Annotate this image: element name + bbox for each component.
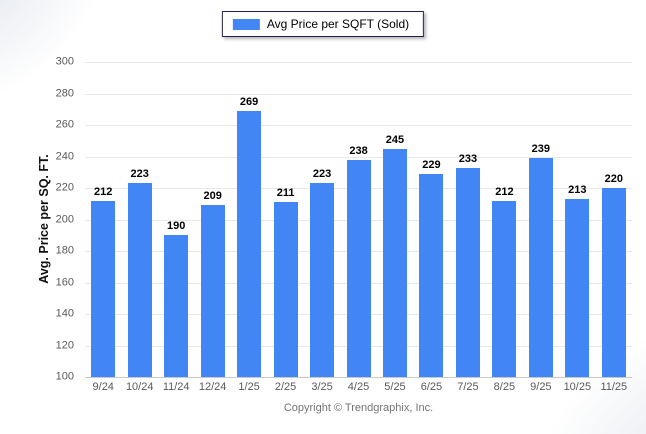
x-tick-label: 6/25 [420, 381, 443, 393]
bar-slot: 223 [304, 169, 340, 377]
bar-value-label: 233 [458, 152, 478, 165]
bar-value-label: 220 [604, 173, 623, 185]
y-tick-label: 100 [55, 370, 74, 383]
legend-swatch [232, 18, 260, 30]
bar-value-label: 223 [130, 168, 149, 181]
bar-value-label: 212 [94, 185, 113, 198]
y-tick-label: 300 [55, 55, 74, 68]
bar [273, 202, 298, 377]
bar-slot: 245 [377, 133, 413, 377]
legend: Avg Price per SQFT (Sold) [221, 11, 425, 37]
bar-value-label: 211 [276, 187, 295, 200]
x-tick-label: 4/25 [347, 381, 370, 393]
bar [455, 167, 480, 377]
x-tick-label: 3/25 [311, 381, 333, 393]
bar-value-label: 229 [422, 158, 441, 171]
bar-slot: 233 [450, 152, 486, 377]
bar [346, 159, 371, 377]
y-axis-ticks: 300 280 260 240 220 200 180 160 140 120 100 [0, 56, 78, 382]
bar-value-label: 239 [531, 143, 551, 156]
bar [565, 199, 590, 377]
bar-slot: 269 [231, 95, 267, 377]
bar [528, 158, 553, 377]
bar [164, 235, 189, 377]
x-tick-label: 7/25 [457, 381, 479, 393]
bar [601, 188, 626, 377]
x-tick-label: 11/24 [162, 381, 190, 393]
gridline [85, 125, 632, 126]
bar-value-label: 223 [312, 168, 332, 181]
bar [237, 110, 262, 377]
copyright-text: Copyright © Trendgraphix, Inc. [283, 402, 434, 414]
x-tick-label: 1/25 [238, 381, 260, 393]
bar-slot: 238 [340, 144, 376, 377]
bar [127, 183, 152, 377]
bar-value-label: 190 [166, 220, 186, 233]
x-tick-label: 10/24 [125, 381, 154, 393]
gridline [85, 62, 632, 63]
y-tick-label: 120 [55, 339, 74, 351]
y-tick-label: 160 [55, 276, 74, 288]
bar-slot: 213 [559, 185, 595, 377]
bar-slot: 212 [486, 185, 522, 377]
bar-slot: 190 [158, 221, 194, 377]
bar-value-label: 213 [568, 184, 587, 197]
x-tick-label: 2/25 [274, 381, 297, 393]
plot-area: 212 223 190 209 269 211 223 238 245 229 233 212 239 2… [85, 62, 632, 378]
bar-value-label: 212 [495, 185, 514, 198]
bar-slot: 211 [267, 188, 303, 377]
bar-slot: 212 [85, 185, 121, 377]
bars: 212 223 190 209 269 211 223 238 245 229 233 212 239 2… [85, 62, 632, 377]
bar [419, 173, 444, 377]
x-tick-label: 10/25 [563, 381, 592, 393]
bar-slot: 223 [121, 169, 157, 377]
bar [492, 200, 517, 377]
bar-value-label: 238 [349, 144, 368, 157]
gridline [85, 93, 632, 95]
y-tick-label: 180 [55, 244, 74, 257]
y-tick-label: 260 [55, 118, 74, 131]
y-tick-label: 280 [55, 87, 74, 99]
bar [310, 183, 335, 377]
x-tick-label: 8/25 [493, 381, 516, 393]
x-tick-label: 9/25 [530, 381, 552, 393]
bar-slot: 239 [523, 144, 559, 377]
bar-slot: 229 [413, 158, 449, 377]
y-tick-label: 220 [55, 181, 74, 194]
x-tick-label: 12/24 [198, 381, 227, 393]
bar-value-label: 269 [239, 95, 259, 108]
y-tick-label: 240 [55, 150, 74, 162]
bar [200, 205, 225, 377]
x-tick-label: 5/25 [384, 381, 406, 393]
bar-value-label: 245 [385, 133, 405, 146]
bar [382, 148, 407, 377]
x-tick-label: 9/24 [92, 381, 114, 393]
bar-value-label: 209 [203, 190, 222, 203]
y-tick-label: 200 [55, 213, 74, 225]
x-axis-ticks: 9/24 10/24 11/24 12/24 1/25 2/25 3/25 4/25 5/25 6… [85, 381, 632, 394]
bar [91, 200, 116, 377]
bar-slot: 220 [596, 174, 632, 377]
legend-label: Avg Price per SQFT (Sold) [266, 17, 410, 31]
gridline [85, 156, 632, 158]
y-tick-label: 140 [55, 307, 74, 320]
x-tick-label: 11/25 [600, 381, 628, 393]
bar-slot: 209 [194, 191, 230, 377]
